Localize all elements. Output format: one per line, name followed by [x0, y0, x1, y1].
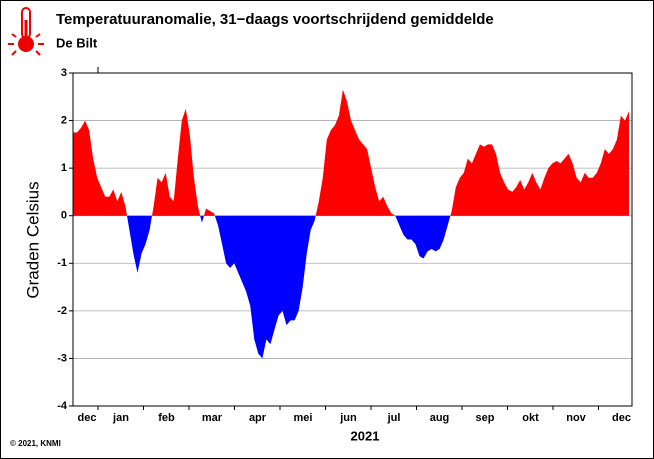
credit: © 2021, KNMI	[10, 439, 61, 448]
chart-title: Temperatuuranomalie, 31−daags voortschri…	[56, 11, 494, 28]
x-axis-label: 2021	[351, 428, 380, 443]
x-tick-label: dec	[78, 412, 97, 424]
x-tick-label: jul	[387, 412, 401, 424]
area-negative	[126, 215, 451, 359]
chart-subtitle: De Bilt	[56, 35, 98, 50]
x-tick-label: apr	[249, 412, 267, 424]
y-tick-label: 2	[61, 114, 67, 126]
y-axis-label: Graden Celsius	[23, 181, 42, 298]
y-tick-label: 1	[61, 162, 67, 174]
x-tick-label: okt	[522, 412, 539, 424]
x-tick-label: feb	[158, 412, 175, 424]
x-tick-label: jan	[112, 412, 129, 424]
y-tick-label: -3	[57, 352, 67, 364]
y-tick-label: 3	[61, 67, 67, 79]
y-tick-label: -2	[57, 305, 67, 317]
y-tick-label: -4	[57, 400, 68, 412]
x-tick-label: aug	[430, 412, 450, 424]
area-positive	[73, 89, 629, 216]
x-tick-label: dec	[612, 412, 631, 424]
y-tick-label: -1	[57, 257, 67, 269]
x-tick-label: sep	[476, 412, 495, 424]
plot-border	[72, 72, 633, 407]
thermometer-icon	[8, 7, 44, 56]
x-tick-label: mei	[294, 412, 313, 424]
y-tick-label: 0	[61, 210, 67, 222]
x-tick-label: nov	[566, 412, 586, 424]
x-tick-label: jun	[339, 412, 357, 424]
x-tick-label: mar	[202, 412, 223, 424]
